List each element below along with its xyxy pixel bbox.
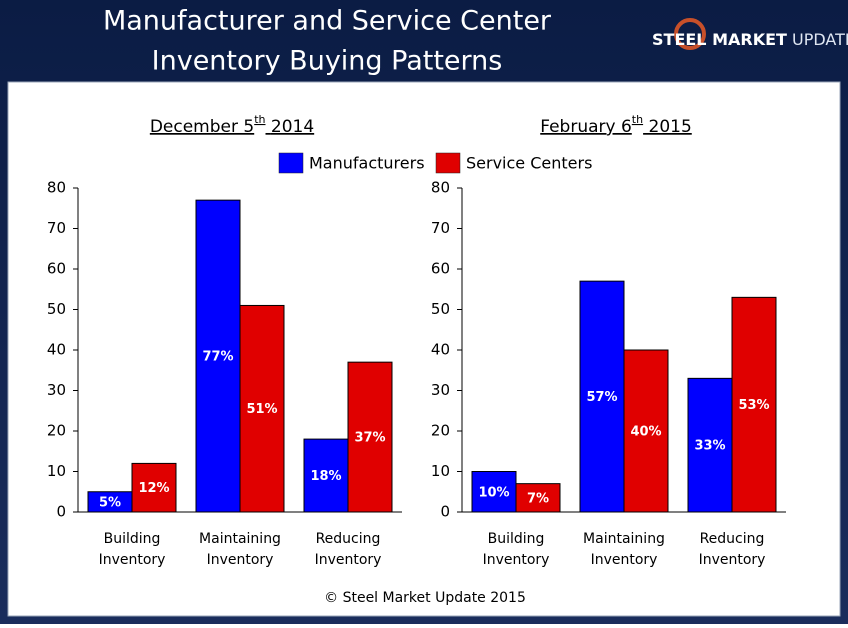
panel (7, 81, 841, 617)
chart-title-date: February 6 (540, 117, 632, 137)
y-tick-label: 40 (431, 341, 450, 359)
chart-title-year: 2015 (649, 117, 692, 137)
x-tick-label: Reducing (700, 531, 765, 547)
bar (303, 438, 349, 513)
y-tick-label: 60 (431, 260, 450, 278)
legend-label: Service Centers (466, 154, 592, 173)
legend-swatch (278, 152, 304, 174)
y-tick-label: 80 (47, 179, 66, 197)
slide-title: Inventory Buying Patterns (152, 46, 503, 77)
x-tick-label: Inventory (483, 552, 550, 568)
y-tick-label: 60 (47, 260, 66, 278)
x-tick-label: Inventory (315, 552, 382, 568)
x-tick-label: Building (104, 531, 161, 547)
footer: © Steel Market Update 2015 (324, 590, 526, 606)
bar (623, 349, 669, 513)
y-tick-label: 50 (431, 300, 450, 318)
value-label: 51% (246, 402, 277, 417)
logo-light: UPDATE (792, 30, 848, 49)
legend-swatch (435, 152, 461, 174)
value-label: 10% (478, 485, 509, 500)
y-tick-label: 0 (56, 503, 66, 521)
bar (731, 296, 777, 513)
logo-bold: STEEL MARKET (652, 30, 787, 49)
x-tick-label: Inventory (591, 552, 658, 568)
chart-title-sup: th (632, 113, 643, 126)
y-tick-label: 50 (47, 300, 66, 318)
x-tick-label: Inventory (99, 552, 166, 568)
x-tick-label: Building (488, 531, 545, 547)
y-tick-label: 0 (440, 503, 450, 521)
legend: Manufacturers Service Centers (278, 152, 592, 174)
y-tick-label: 70 (47, 219, 66, 237)
slide-title: Manufacturer and Service Center (103, 6, 552, 37)
value-label: 5% (99, 495, 121, 510)
y-tick-label: 40 (47, 341, 66, 359)
y-tick-label: 30 (431, 381, 450, 399)
y-tick-label: 10 (47, 462, 66, 480)
value-label: 7% (527, 491, 549, 506)
logo-mark (674, 18, 706, 50)
legend-label: Manufacturers (309, 154, 425, 173)
x-tick-label: Maintaining (199, 531, 281, 547)
chart-title-year: 2014 (271, 117, 314, 137)
value-label: 18% (310, 469, 341, 484)
logo: STEEL MARKET UPDATE (652, 30, 848, 49)
value-label: 37% (354, 431, 385, 446)
bar (131, 462, 177, 513)
y-tick-label: 80 (431, 179, 450, 197)
x-tick-label: Reducing (316, 531, 381, 547)
chart-title: December 5th 2014 (150, 113, 314, 137)
chart-title: February 6th 2015 (540, 113, 692, 137)
x-tick-label: Inventory (207, 552, 274, 568)
y-tick-label: 20 (47, 422, 66, 440)
chart-title-date: December 5 (150, 117, 254, 137)
value-label: 57% (586, 390, 617, 405)
chart-title-sup: th (254, 113, 265, 126)
y-tick-label: 20 (431, 422, 450, 440)
x-tick-label: Inventory (699, 552, 766, 568)
bar (347, 361, 393, 513)
x-tick-label: Maintaining (583, 531, 665, 547)
value-label: 53% (738, 398, 769, 413)
bar (579, 280, 625, 513)
bar (239, 304, 285, 513)
y-tick-label: 10 (431, 462, 450, 480)
bar (471, 471, 517, 513)
y-tick-label: 70 (431, 219, 450, 237)
value-label: 33% (694, 439, 725, 454)
value-label: 40% (630, 425, 661, 440)
value-label: 77% (202, 350, 233, 365)
y-tick-label: 30 (47, 381, 66, 399)
value-label: 12% (138, 481, 169, 496)
